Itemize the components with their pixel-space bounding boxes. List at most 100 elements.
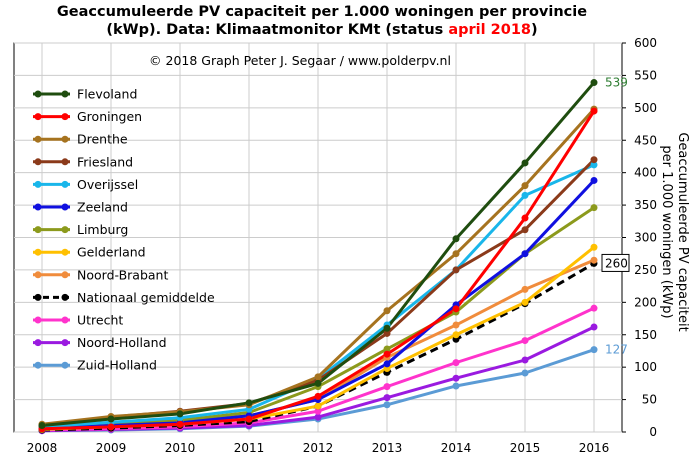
data-point	[176, 410, 184, 418]
y-tick-label: 350	[634, 198, 657, 212]
legend-marker	[61, 226, 69, 234]
legend-marker	[34, 316, 42, 324]
y-tick-label: 600	[634, 36, 657, 50]
legend-label: Noord-Brabant	[77, 267, 168, 282]
legend-label: Gelderland	[77, 245, 146, 260]
legend-label: Groningen	[77, 109, 142, 124]
data-point	[590, 323, 598, 331]
data-point	[590, 256, 598, 264]
x-tick-label: 2011	[234, 441, 265, 455]
y-tick-label: 250	[634, 263, 657, 277]
data-point	[521, 250, 529, 258]
data-point	[521, 226, 529, 234]
data-point	[383, 401, 391, 409]
legend-marker	[61, 113, 69, 121]
legend-marker	[34, 248, 42, 256]
chart-credit: © 2018 Graph Peter J. Segaar / www.polde…	[149, 53, 451, 68]
data-point	[383, 329, 391, 337]
data-point	[590, 176, 598, 184]
data-point	[521, 337, 529, 345]
legend-marker	[61, 361, 69, 369]
x-tick-label: 2013	[372, 441, 403, 455]
data-point	[383, 307, 391, 315]
data-point	[383, 345, 391, 353]
data-point	[521, 159, 529, 167]
legend-marker	[61, 248, 69, 256]
legend-label: Utrecht	[77, 313, 123, 328]
y-tick-label: 200	[634, 295, 657, 309]
legend-label: Zuid-Holland	[77, 358, 157, 373]
data-point	[452, 250, 460, 258]
y-axis-ticks: 0 50 100 150 200 250 300 350 400 450 500 550 600	[622, 36, 657, 439]
data-point	[452, 235, 460, 243]
data-point	[314, 413, 322, 421]
legend-marker	[61, 271, 69, 279]
y-tick-label: 450	[634, 133, 657, 147]
legend-label: Friesland	[77, 154, 133, 169]
legend-label: Flevoland	[77, 87, 137, 102]
legend-marker	[61, 293, 69, 301]
data-point	[452, 331, 460, 339]
data-point	[590, 161, 598, 169]
x-tick-label: 2008	[27, 441, 58, 455]
data-point	[107, 415, 115, 423]
data-point	[452, 359, 460, 367]
data-point	[314, 392, 322, 400]
data-point	[521, 182, 529, 190]
plot-area	[13, 42, 623, 435]
x-tick-label: 2010	[165, 441, 196, 455]
y-tick-label: 150	[634, 328, 657, 342]
legend-marker	[34, 135, 42, 143]
data-point	[521, 298, 529, 306]
data-point	[383, 383, 391, 391]
legend-marker	[61, 203, 69, 211]
legend-marker	[34, 271, 42, 279]
legend-marker	[61, 158, 69, 166]
data-point	[590, 304, 598, 312]
data-point	[314, 407, 322, 415]
data-point	[245, 399, 253, 407]
end-label: 539	[605, 76, 628, 90]
x-tick-label: 2016	[579, 441, 610, 455]
chart-title-suffix: )	[531, 22, 538, 38]
legend: Flevoland Groningen Drenthe Friesland Overij…	[33, 87, 215, 373]
legend-marker	[61, 316, 69, 324]
data-point	[452, 305, 460, 313]
data-point	[176, 420, 184, 428]
end-label: 127	[605, 343, 628, 357]
data-point	[38, 422, 46, 430]
data-point	[452, 266, 460, 274]
legend-marker	[34, 158, 42, 166]
y-tick-label: 300	[634, 231, 657, 245]
data-point	[590, 243, 598, 251]
y-tick-label: 500	[634, 101, 657, 115]
data-point	[314, 373, 322, 381]
data-point	[452, 321, 460, 329]
x-axis-ticks: 2008 2009 2010 2011 2012 2013 2014 2015 2016	[27, 441, 610, 455]
chart-title-prefix: (kWp). Data: Klimaatmonitor KMt (status	[106, 22, 448, 38]
legend-label: Zeeland	[77, 200, 128, 215]
data-point	[521, 214, 529, 222]
data-point	[452, 382, 460, 390]
legend-marker	[34, 203, 42, 211]
end-labels: 539 260 127	[601, 76, 630, 357]
legend-marker	[34, 113, 42, 121]
legend-marker	[34, 90, 42, 98]
data-point	[383, 360, 391, 368]
chart-title-line1: Geaccumuleerde PV capaciteit per 1.000 w…	[57, 4, 587, 20]
legend-label: Nationaal gemiddelde	[77, 290, 215, 305]
data-point	[383, 324, 391, 332]
y-tick-label: 50	[642, 393, 657, 407]
y-tick-label: 0	[649, 425, 657, 439]
data-point	[314, 402, 322, 410]
y-tick-label: 550	[634, 68, 657, 82]
data-point	[452, 374, 460, 382]
data-point	[245, 415, 253, 423]
end-label-box	[601, 253, 630, 272]
end-label: 260	[605, 256, 628, 270]
data-point	[590, 204, 598, 212]
data-point	[314, 379, 322, 387]
legend-marker	[34, 339, 42, 347]
x-tick-label: 2014	[441, 441, 472, 455]
